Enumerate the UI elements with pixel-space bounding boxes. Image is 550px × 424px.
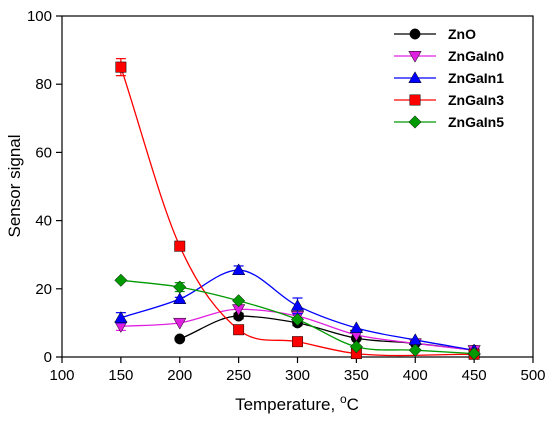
data-point [231,263,246,275]
series-line-zngain3 [120,66,475,357]
x-axis: 100 150 200 250 300 350 400 450 500 [49,357,546,384]
data-point [173,280,187,294]
data-point [114,273,128,287]
legend-item-zngain0: ZnGaIn0 [394,48,504,64]
legend-label: ZnGaIn0 [448,48,504,64]
legend-item-zngain5: ZnGaIn5 [394,114,504,130]
x-tick-label: 300 [285,367,310,384]
x-tick-label: 400 [403,367,428,384]
data-point [467,347,481,361]
y-tick-label: 20 [35,281,52,298]
x-axis-title: Temperature, oC [235,392,359,414]
legend-item-zno: ZnO [394,26,476,42]
series-layer [114,58,481,361]
x-tick-label: 500 [520,367,545,384]
legend-marker [408,115,422,129]
legend-label: ZnGaIn1 [448,70,504,86]
data-point [290,312,305,327]
y-tick-label: 60 [35,144,52,161]
x-tick-label: 350 [344,367,369,384]
series-zngain5 [114,273,481,361]
y-tick-label: 40 [35,213,52,230]
y-axis: 0 20 40 60 80 100 [27,8,62,366]
legend-label: ZnGaIn3 [448,92,504,108]
legend-marker [408,51,422,63]
x-axis-title-unit-c: C [347,395,359,414]
data-point [115,61,127,73]
y-tick-label: 100 [27,8,52,25]
data-point [292,336,303,348]
legend: ZnO ZnGaIn0 ZnGaIn1 ZnGaIn3 ZnGaIn5 [394,26,504,130]
legend-marker [409,28,421,40]
data-point [290,299,305,311]
x-tick-label: 450 [462,367,487,384]
x-tick-label: 200 [167,367,192,384]
data-point [114,311,128,323]
legend-label: ZnO [448,26,476,42]
x-tick-label: 100 [49,367,74,384]
data-point [349,340,363,354]
y-tick-label: 0 [44,349,52,366]
data-point [173,292,187,304]
legend-marker [409,94,421,106]
data-point [233,324,245,336]
data-point [408,343,422,357]
data-point [173,317,187,330]
x-axis-title-unit: o [340,392,347,406]
legend-label: ZnGaIn5 [448,114,504,130]
legend-item-zngain1: ZnGaIn1 [394,70,504,86]
x-tick-label: 150 [108,367,133,384]
y-tick-label: 80 [35,76,52,93]
x-tick-label: 250 [226,367,251,384]
legend-item-zngain3: ZnGaIn3 [394,92,504,108]
legend-marker [408,71,422,83]
series-zngain1 [114,263,481,356]
x-axis-title-text: Temperature, [235,395,340,414]
data-point [174,240,186,252]
y-axis-title: Sensor signal [5,134,24,237]
data-point [174,333,186,345]
data-point [232,294,246,308]
data-point [349,321,364,333]
